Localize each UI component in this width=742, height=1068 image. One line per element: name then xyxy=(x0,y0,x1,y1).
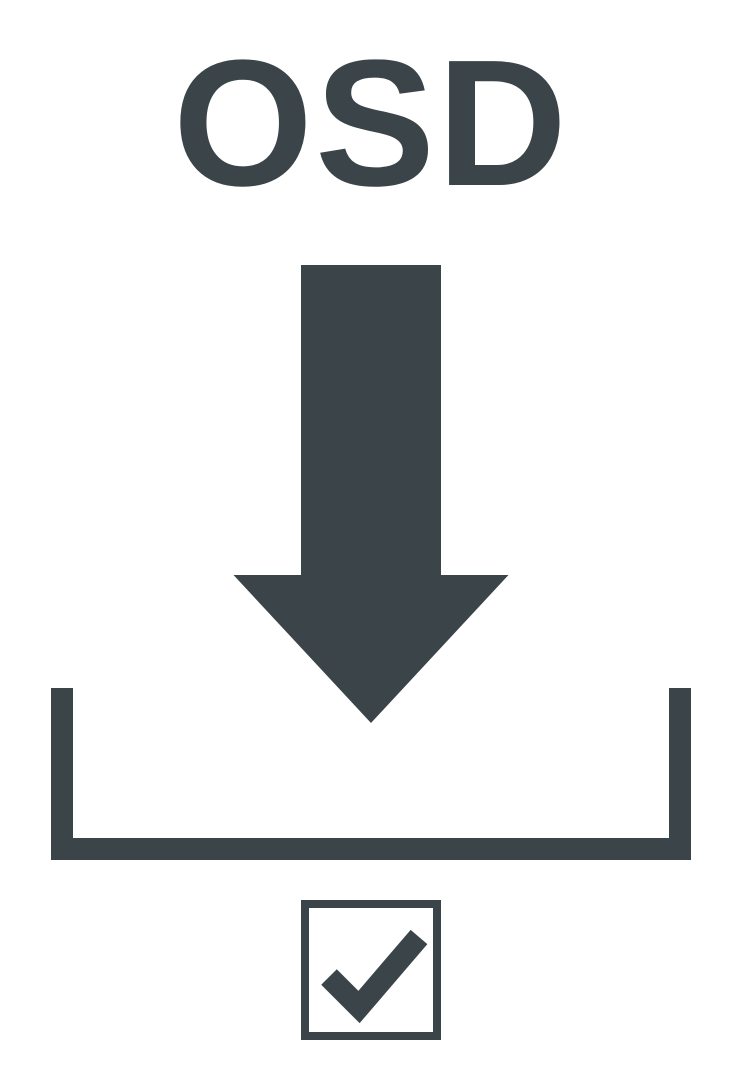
osd-title: OSD xyxy=(173,20,569,227)
download-tray-icon xyxy=(51,688,691,865)
checkbox-checked-icon xyxy=(301,900,441,1045)
download-arrow-icon xyxy=(234,265,509,728)
